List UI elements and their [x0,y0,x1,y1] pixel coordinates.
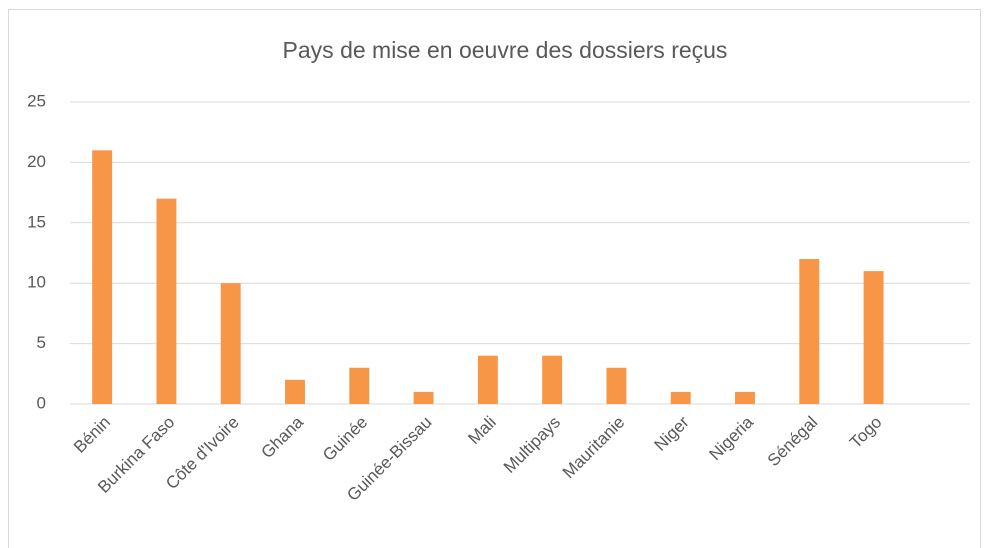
y-tick-label: 10 [27,273,46,292]
y-tick-label: 5 [37,333,46,352]
bar [92,150,113,404]
y-tick-label: 0 [37,393,46,412]
bar [735,391,755,404]
bar [670,391,691,404]
y-tick-label: 15 [27,212,46,231]
bar [477,355,498,404]
bar [349,367,370,404]
chart-border [8,9,981,548]
bar [220,283,241,404]
bar [156,198,177,404]
y-tick-label: 20 [27,152,46,171]
bar [542,355,563,404]
bar [413,391,434,404]
bar [863,271,884,404]
chart-title: Pays de mise en oeuvre des dossiers reçu… [283,37,728,63]
bar [799,259,820,404]
bar [285,379,305,404]
bar [606,367,627,404]
y-tick-label: 25 [27,91,46,110]
